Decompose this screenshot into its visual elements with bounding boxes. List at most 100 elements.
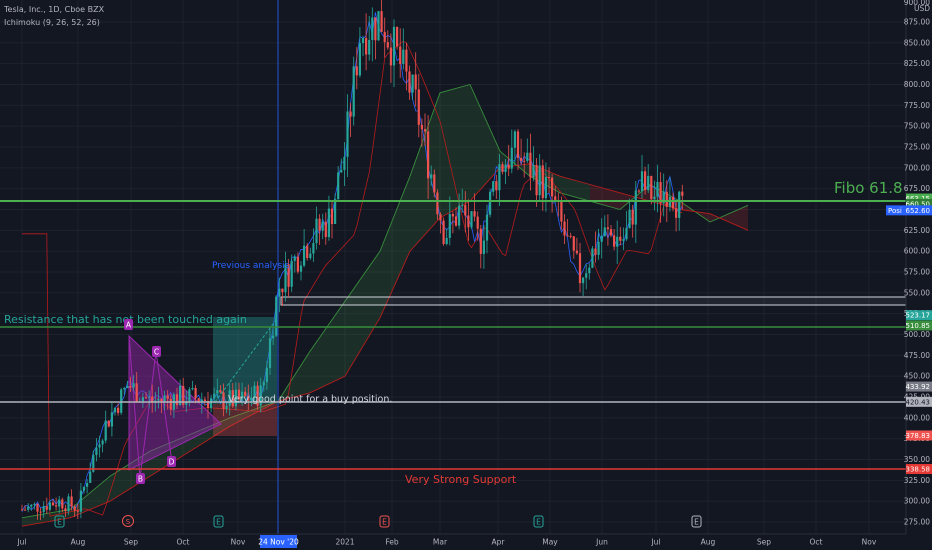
candle: [296, 252, 299, 274]
svg-text:420.43: 420.43: [906, 398, 931, 406]
candle: [681, 184, 684, 210]
split-marker[interactable]: S: [122, 515, 134, 527]
candle: [399, 28, 402, 78]
candle: [544, 162, 547, 212]
demand-zone-box[interactable]: [280, 296, 907, 306]
candle: [129, 376, 132, 392]
candle: [237, 382, 241, 401]
price-tag[interactable]: 660.50: [906, 198, 932, 209]
candle: [603, 215, 606, 237]
candle: [82, 486, 86, 494]
candle: [563, 214, 566, 245]
svg-text:652.60: 652.60: [906, 207, 931, 215]
candle: [76, 504, 79, 519]
candle: [148, 390, 151, 409]
symbol-legend[interactable]: Tesla, Inc., 1D, Cboe BZX: [4, 5, 105, 14]
candle: [287, 259, 290, 298]
candle: [464, 191, 467, 233]
candle: [451, 211, 454, 234]
price-tag[interactable]: 420.43: [906, 396, 932, 407]
candle: [79, 482, 82, 519]
price-tag[interactable]: 338.58: [906, 464, 932, 475]
candle: [585, 264, 588, 290]
candle: [70, 489, 73, 511]
price-tag[interactable]: 510.85: [906, 320, 932, 331]
time-tick-label: Oct: [810, 538, 823, 547]
price-tick-label: 500.00: [904, 330, 930, 339]
fibo-label[interactable]: Fibo 61.8: [834, 179, 903, 197]
time-tick-label: Aug: [71, 538, 86, 547]
candle: [244, 386, 247, 398]
support-label[interactable]: Very Strong Support: [405, 473, 517, 486]
candle: [160, 398, 163, 414]
indicator-legend[interactable]: Ichimoku (9, 26, 52, 26): [4, 18, 100, 27]
time-tick-label: Nov: [862, 538, 877, 547]
price-tick-label: 675.00: [904, 184, 930, 193]
price-tick-label: 750.00: [904, 122, 930, 131]
time-axis[interactable]: Jul Aug Sep Oct Nov 2021 Feb Mar Apr May Jun Jul Aug…: [0, 533, 932, 550]
candle: [600, 218, 603, 259]
candle: [467, 199, 470, 241]
time-tick-label: Jun: [595, 538, 608, 547]
candle: [303, 228, 306, 268]
candle: [67, 493, 70, 515]
candle: [337, 166, 340, 200]
buy-point-label[interactable]: Very good point for a buy position.: [228, 394, 392, 405]
candle: [20, 504, 24, 511]
earnings-marker[interactable]: E: [533, 515, 544, 528]
earnings-marker[interactable]: E: [691, 515, 702, 528]
candle: [358, 27, 361, 78]
candle: [374, 17, 377, 60]
candle: [169, 394, 172, 416]
svg-text:S: S: [126, 518, 131, 526]
candle: [259, 377, 262, 413]
candle: [513, 129, 516, 166]
crosshair-time-label: 24 Nov '20: [258, 538, 299, 547]
candle: [61, 497, 64, 513]
candle: [117, 403, 120, 416]
candle: [445, 228, 448, 246]
candle: [498, 153, 501, 206]
candle: [141, 392, 144, 409]
candle: [538, 154, 541, 202]
price-tag[interactable]: 378.83: [906, 430, 932, 441]
candle: [417, 73, 420, 138]
previous-analysis-label[interactable]: Previous analysis: [212, 261, 290, 271]
price-tick-label: 700.00: [904, 163, 930, 172]
candle: [594, 231, 597, 263]
price-tick-label: 625.00: [904, 226, 930, 235]
price-tag[interactable]: 433.92: [906, 381, 932, 392]
price-tag[interactable]: Posi 652.60: [886, 205, 932, 216]
candle: [234, 382, 237, 411]
candle: [182, 377, 185, 408]
candle: [470, 211, 473, 230]
candle: [631, 204, 634, 238]
svg-text:Posi: Posi: [888, 207, 902, 215]
candle: [578, 242, 582, 293]
price-tick-label: 725.00: [904, 143, 930, 152]
price-tick-label: 400.00: [904, 413, 930, 422]
candle: [659, 172, 662, 223]
svg-text:D: D: [169, 458, 175, 467]
svg-text:E: E: [382, 518, 387, 527]
candle: [365, 13, 368, 71]
time-tick-label: Sep: [124, 538, 138, 547]
price-tick-label: 825.00: [904, 59, 930, 68]
candle: [448, 196, 451, 246]
candle: [107, 420, 110, 428]
candle: [110, 402, 113, 437]
candle: [293, 254, 296, 273]
candle: [616, 220, 619, 265]
earnings-marker[interactable]: E: [213, 515, 224, 528]
candle: [644, 166, 647, 195]
candle: [625, 211, 628, 241]
candle: [265, 360, 268, 390]
candle: [299, 261, 303, 281]
earnings-marker[interactable]: E: [54, 515, 65, 528]
price-tag[interactable]: 523.17: [906, 310, 932, 321]
candle: [671, 192, 675, 212]
earnings-marker[interactable]: E: [379, 515, 390, 528]
price-axis[interactable]: USD 875.00 850.00 825.00 800.00 775.00 750.00…: [886, 0, 932, 550]
candle: [312, 228, 315, 262]
